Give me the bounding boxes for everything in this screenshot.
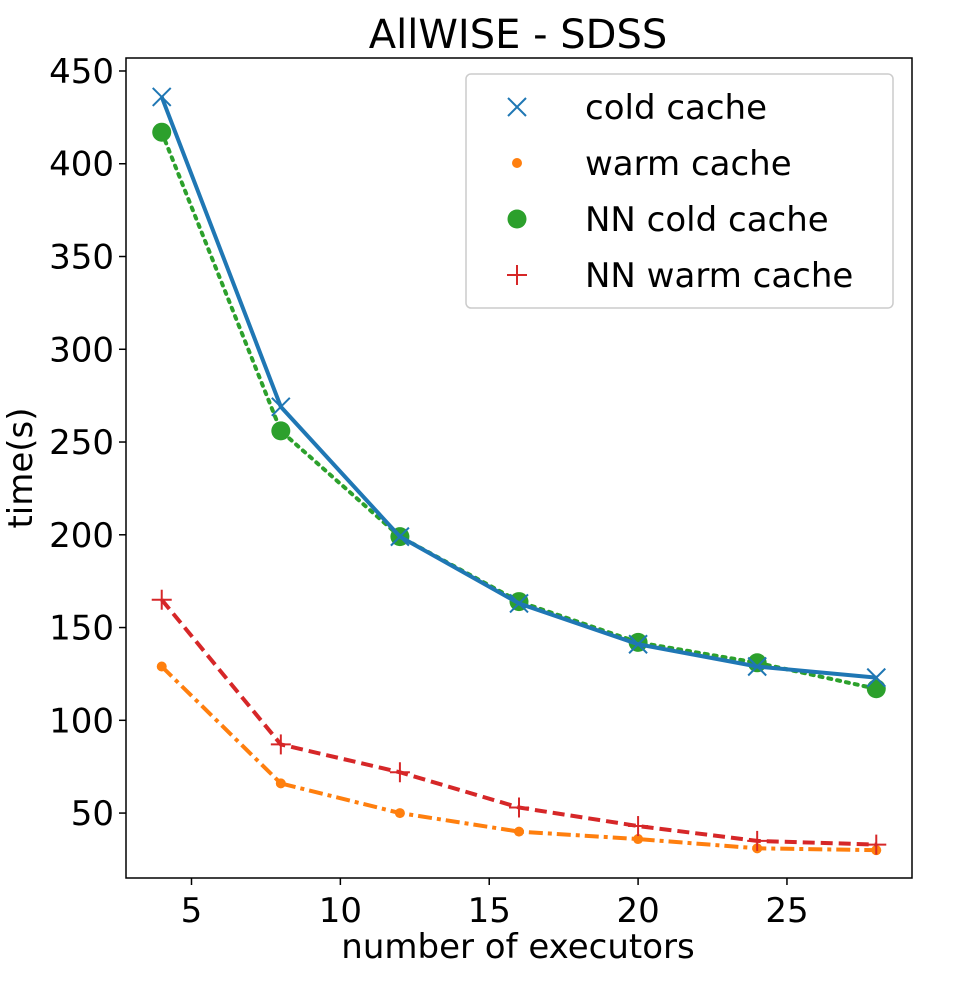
x-axis-label: number of executors <box>341 927 694 967</box>
legend-label: NN warm cache <box>585 256 853 296</box>
data-point <box>271 421 291 441</box>
data-point <box>151 589 172 610</box>
x-axis: 5 10 15 20 25 <box>181 878 809 931</box>
legend-item: NN cold cache <box>507 200 829 240</box>
data-point <box>509 593 529 614</box>
data-point <box>509 797 529 818</box>
data-point <box>389 762 410 783</box>
legend-label: cold cache <box>585 88 767 128</box>
plot-area <box>125 57 913 879</box>
data-point <box>747 830 768 851</box>
data-point <box>866 679 886 699</box>
series-cold-cache <box>152 87 886 688</box>
series-warm-cache <box>156 661 882 856</box>
y-tick-label: 50 <box>71 794 114 834</box>
y-tick-label: 150 <box>49 609 114 649</box>
x-tick-label: 25 <box>765 891 808 931</box>
data-point <box>394 808 405 819</box>
data-point <box>152 87 172 107</box>
data-point <box>628 816 649 837</box>
y-tick-label: 200 <box>49 516 114 556</box>
legend-marker <box>507 209 527 229</box>
legend-item: warm cache <box>512 144 792 184</box>
legend-item: NN warm cache <box>507 256 853 296</box>
x-tick-label: 5 <box>181 891 203 931</box>
y-tick-label: 350 <box>49 238 114 278</box>
x-tick-label: 15 <box>468 891 511 931</box>
legend-marker <box>512 158 522 168</box>
data-point <box>628 634 648 654</box>
legend: cold cache warm cache NN cold cache NN warm… <box>465 73 894 309</box>
legend-label: NN cold cache <box>585 200 829 240</box>
data-point <box>275 778 286 789</box>
data-point <box>866 667 886 688</box>
legend-label: warm cache <box>585 144 792 184</box>
data-point <box>390 526 410 547</box>
legend-marker <box>507 265 527 285</box>
data-point <box>270 734 291 755</box>
chart-title: AllWISE - SDSS <box>369 12 667 58</box>
legend-box <box>465 73 894 309</box>
data-point <box>271 397 291 417</box>
y-tick-label: 250 <box>49 423 114 463</box>
y-axis: 50 100 150 200 250 300 350 400 450 <box>49 52 126 834</box>
x-tick-label: 10 <box>319 891 362 931</box>
series-layer <box>151 87 887 856</box>
data-point <box>747 656 767 677</box>
data-point <box>747 653 767 673</box>
series-line <box>160 665 877 853</box>
legend-marker <box>507 97 527 117</box>
x-tick-label: 20 <box>616 891 659 931</box>
y-tick-label: 450 <box>49 52 114 92</box>
data-point <box>156 661 167 672</box>
y-axis-label: time(s) <box>1 407 41 528</box>
y-tick-label: 100 <box>49 701 114 741</box>
data-point <box>633 834 644 845</box>
data-point <box>514 826 524 837</box>
y-tick-label: 400 <box>49 145 114 185</box>
legend-item: cold cache <box>507 88 767 128</box>
data-point <box>866 834 887 855</box>
series-nn-warm-cache <box>151 589 887 855</box>
y-tick-label: 300 <box>49 330 114 370</box>
data-point <box>152 122 172 142</box>
